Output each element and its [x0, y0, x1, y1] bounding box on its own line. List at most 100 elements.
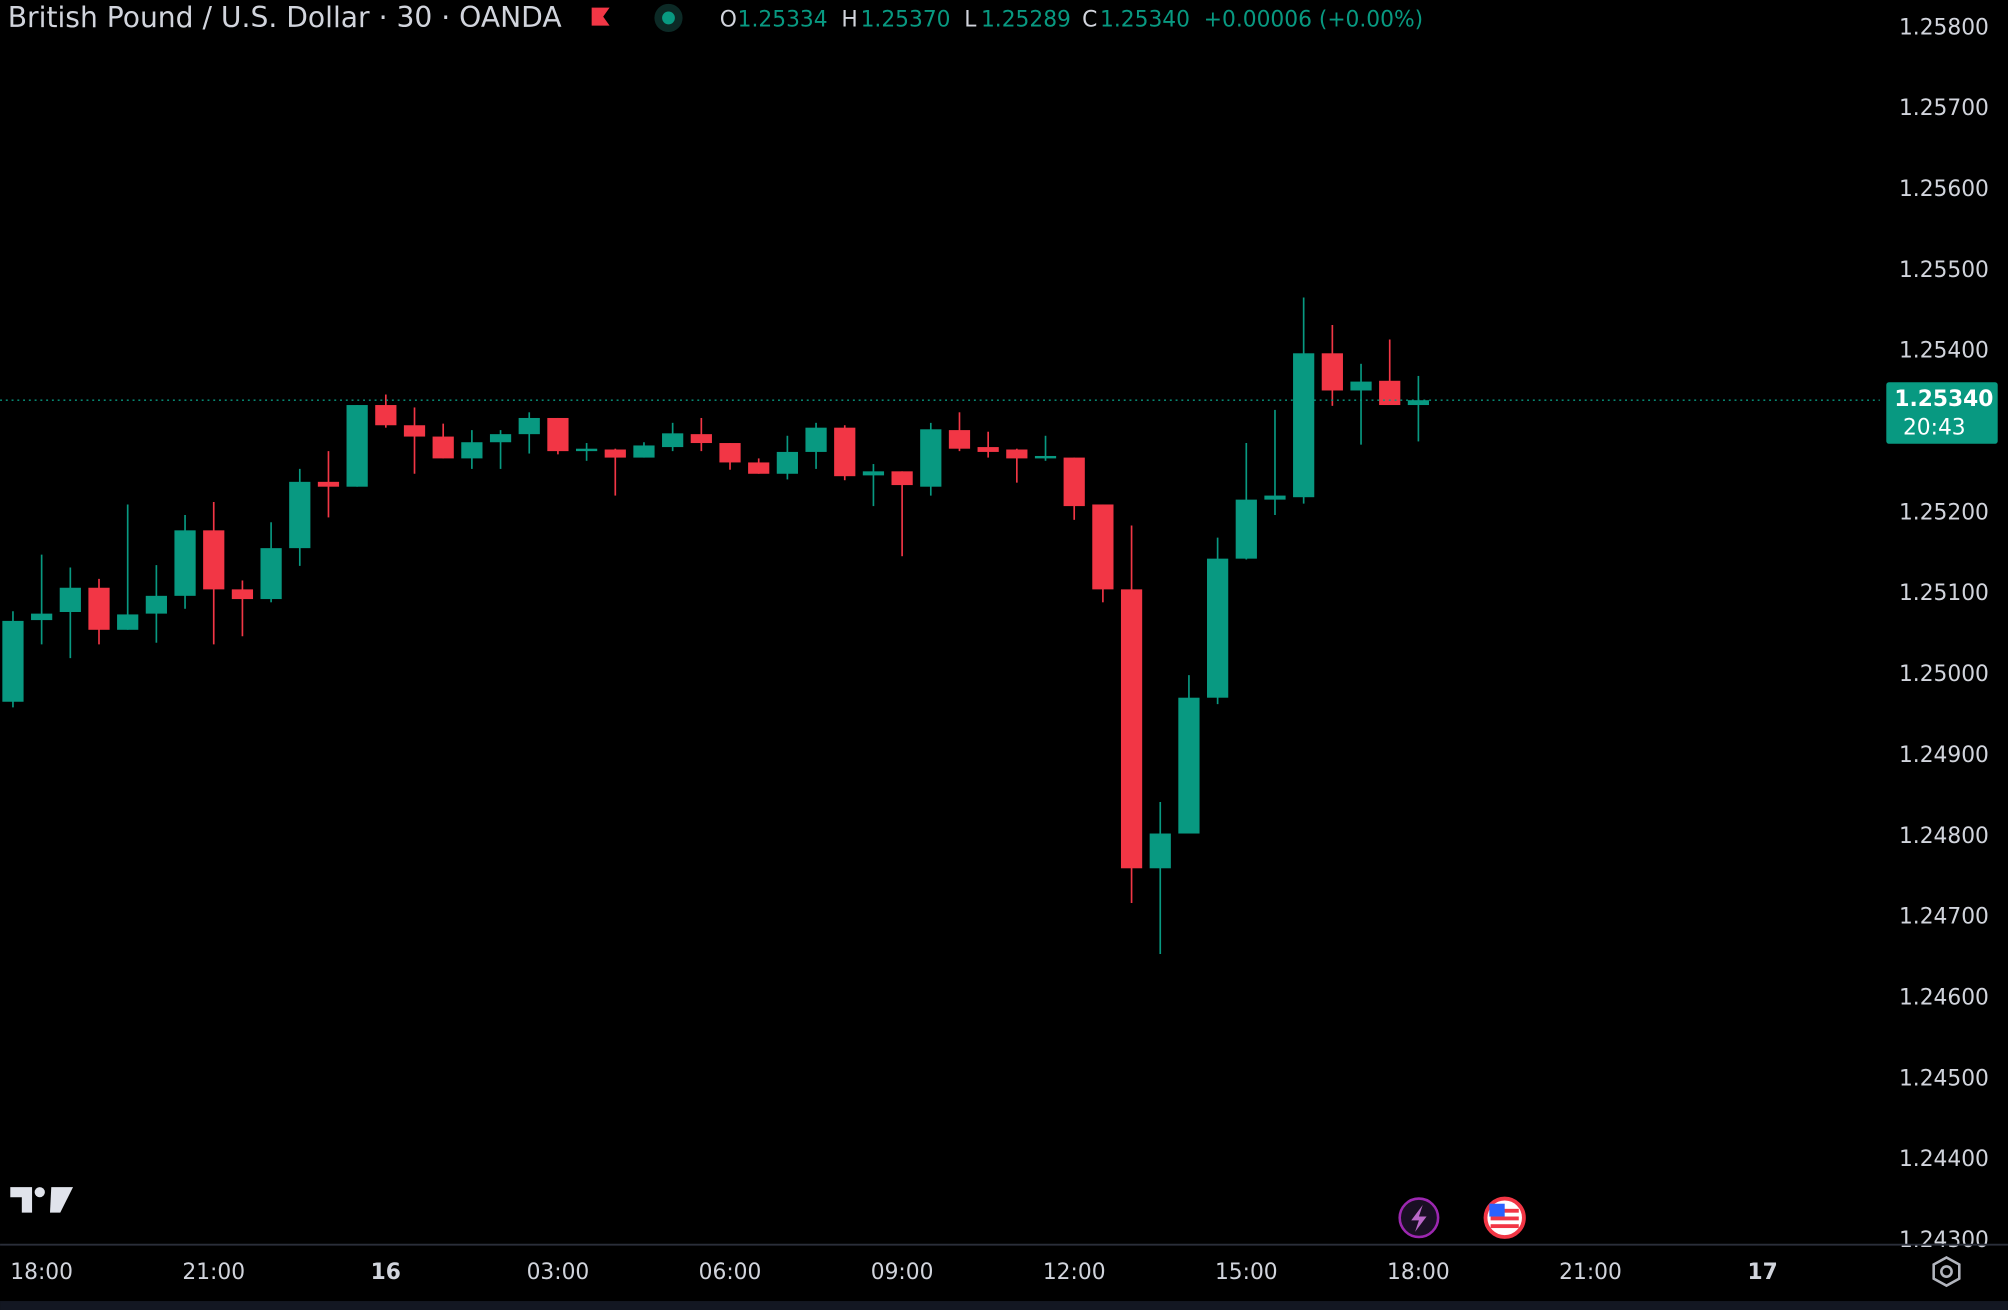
legend-value: 1.25370	[861, 7, 951, 32]
candle-body	[776, 451, 798, 474]
candle-body	[633, 445, 655, 458]
candle-body	[518, 417, 540, 435]
candle-body	[317, 481, 340, 487]
candle-body	[977, 447, 999, 452]
candle-body	[489, 434, 512, 443]
candle-body	[805, 427, 827, 452]
legend-value: 1.25340	[1100, 7, 1190, 32]
candle-body	[690, 434, 712, 444]
y-tick-label: 1.25000	[1899, 662, 1989, 687]
y-tick-label: 1.24600	[1899, 985, 1989, 1010]
candle-body	[547, 417, 569, 452]
candle-body	[575, 448, 598, 452]
candle-body	[1063, 457, 1085, 507]
candle-body	[174, 530, 196, 596]
candle-body	[948, 430, 971, 449]
candle-body	[604, 449, 626, 458]
candle-body	[1350, 381, 1372, 391]
event-icon-us-flag[interactable]	[1483, 1196, 1526, 1239]
y-tick-label: 1.24900	[1899, 743, 1989, 768]
candle-body	[1264, 495, 1286, 500]
candle-body	[1235, 499, 1257, 559]
candle-body	[1178, 697, 1200, 834]
x-tick-label: 15:00	[1215, 1260, 1278, 1285]
candle-body	[1149, 833, 1171, 869]
x-tick-label: 12:00	[1043, 1260, 1106, 1285]
legend-key: H	[841, 7, 857, 32]
x-tick-label: 09:00	[871, 1260, 934, 1285]
plot-area	[0, 297, 1880, 954]
candle-body	[432, 436, 454, 459]
candle-body	[1034, 455, 1057, 459]
legend-change: +0.00006 (+0.00%)	[1204, 7, 1423, 32]
x-tick-label: 18:00	[10, 1260, 73, 1285]
last-price-label: 1.25340	[1894, 387, 1993, 412]
y-tick-label: 1.25100	[1899, 581, 1989, 606]
legend-key: O	[720, 7, 737, 32]
candle-body	[203, 530, 225, 590]
y-tick-label: 1.24800	[1899, 824, 1989, 849]
legend-key: L	[964, 7, 976, 32]
x-tick-label: 16	[371, 1260, 401, 1285]
candle-body	[1293, 353, 1315, 498]
y-tick-label: 1.25800	[1899, 15, 1989, 40]
legend-value: 1.25334	[738, 7, 828, 32]
candle-body	[1379, 380, 1401, 406]
candle-body	[834, 427, 856, 477]
candle-body	[59, 587, 81, 613]
axes: 1.24300 1.24400 1.24500 1.24600 1.24700 1.248…	[10, 15, 1998, 1285]
candle-body	[31, 613, 53, 621]
y-tick-label: 1.25500	[1899, 258, 1989, 283]
last-price-tag	[1886, 382, 1998, 444]
candle-body	[461, 442, 483, 459]
settings-button[interactable]	[1932, 1256, 1961, 1288]
y-tick-label: 1.25600	[1899, 177, 1989, 202]
candle-body	[862, 471, 885, 476]
candle-body	[891, 471, 913, 486]
y-tick-label: 1.25700	[1899, 96, 1989, 121]
candle-body	[748, 462, 770, 474]
y-tick-label: 1.24300	[1899, 1228, 1989, 1253]
candle-body	[375, 405, 397, 426]
x-tick-label: 21:00	[182, 1260, 245, 1285]
candle-body	[289, 481, 311, 549]
legend-value: 1.25289	[981, 7, 1071, 32]
status-dot[interactable]	[662, 11, 675, 25]
candle-body	[346, 405, 368, 487]
candle-body	[117, 614, 139, 630]
candle-body	[920, 429, 942, 487]
x-tick-label: 18:00	[1387, 1260, 1450, 1285]
candle-body	[260, 548, 282, 600]
bottom-bar	[0, 1301, 2008, 1310]
candle-body	[662, 433, 684, 448]
x-tick-label: 06:00	[699, 1260, 762, 1285]
candle-body	[1092, 504, 1114, 590]
candle-body	[403, 425, 426, 437]
x-tick-label: 21:00	[1559, 1260, 1622, 1285]
ohlc-legend: O 1.25334 H 1.25370 L 1.25289 C 1.25340 +0.00006…	[720, 7, 1423, 32]
candle-body	[231, 589, 254, 600]
candle-body	[1120, 589, 1143, 869]
candle-body	[88, 587, 110, 630]
y-tick-label: 1.24400	[1899, 1147, 1989, 1172]
candle-body	[1407, 400, 1430, 406]
tradingview-logo[interactable]	[10, 1187, 74, 1213]
event-icon-lightning[interactable]	[1398, 1197, 1440, 1239]
candle-body	[1006, 449, 1028, 459]
y-tick-label: 1.25200	[1899, 500, 1989, 525]
x-tick-label: 17	[1747, 1260, 1777, 1285]
countdown-label: 20:43	[1903, 415, 1966, 440]
y-tick-label: 1.24700	[1899, 905, 1989, 930]
y-tick-label: 1.24500	[1899, 1066, 1989, 1091]
candle-body	[145, 595, 167, 614]
legend-key: C	[1082, 7, 1097, 32]
candle-body	[1321, 353, 1343, 391]
flag-icon[interactable]	[591, 7, 610, 26]
symbol-title[interactable]: British Pound / U.S. Dollar · 30 · OANDA	[8, 1, 563, 34]
y-tick-label: 1.25400	[1899, 339, 1989, 364]
x-tick-label: 03:00	[527, 1260, 590, 1285]
candle-body	[2, 620, 24, 702]
